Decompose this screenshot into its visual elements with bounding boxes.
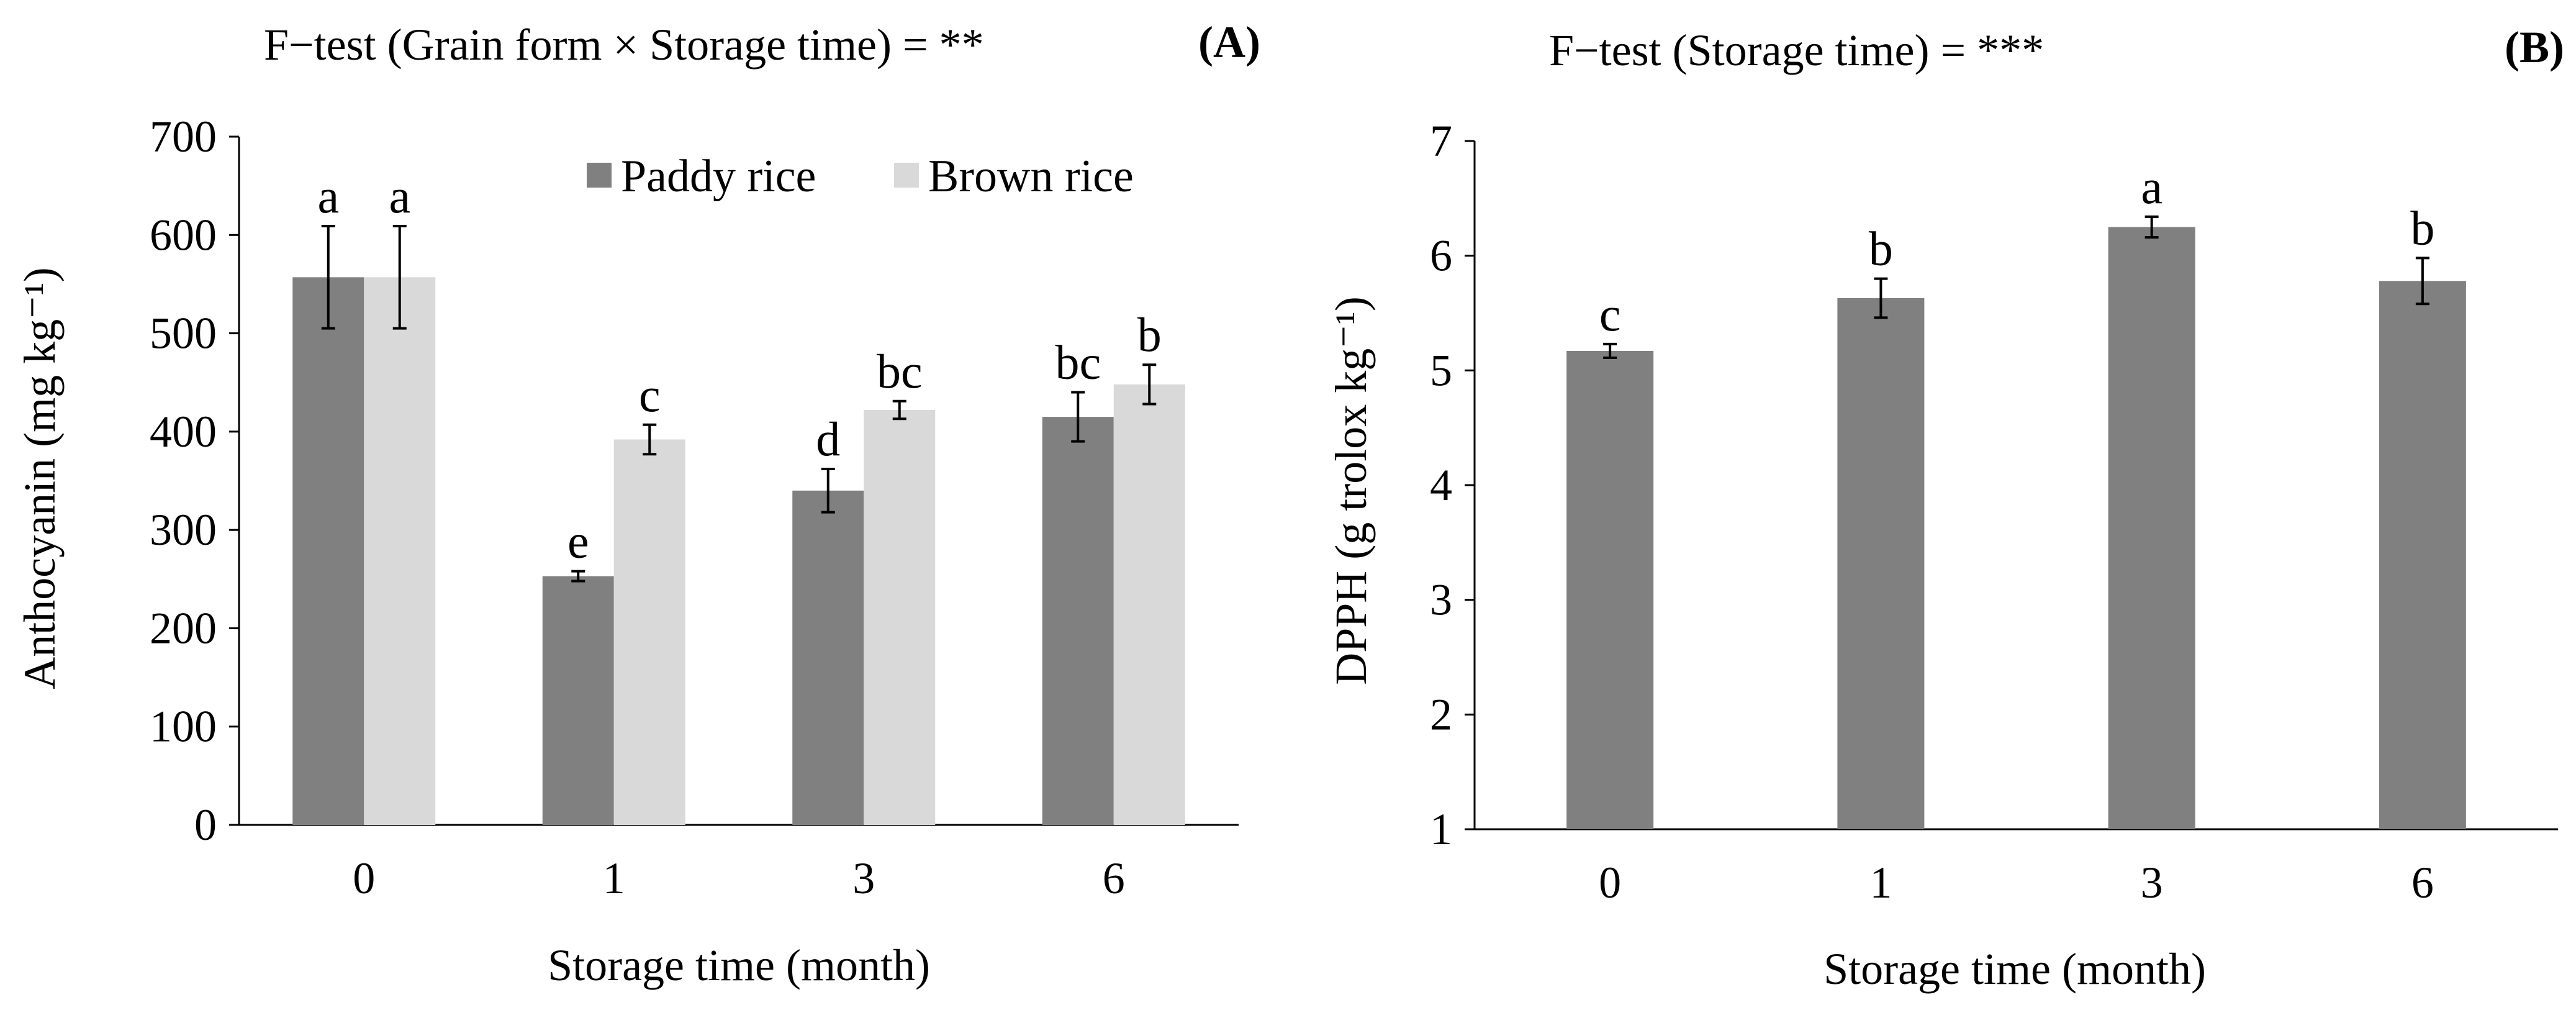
chart-b-y-tick-label: 4 <box>1430 460 1452 510</box>
chart-a-significance-letter: e <box>567 514 589 568</box>
chart-a-y-tick-label: 400 <box>150 407 217 457</box>
chart-b-bar <box>2379 281 2466 829</box>
chart-a-x-axis-label: Storage time (month) <box>548 940 930 990</box>
chart-a-x-tick-label: 0 <box>353 853 375 903</box>
chart-b-x-tick-label: 6 <box>2411 858 2434 908</box>
chart-b-x-tick-label: 3 <box>2141 858 2163 908</box>
chart-b-y-tick-label: 5 <box>1430 345 1452 395</box>
chart-a-bar <box>792 490 864 825</box>
chart-b-significance-letter: c <box>1599 287 1621 341</box>
chart-a-x-tick-label: 6 <box>1103 853 1125 903</box>
chart-b-bar <box>1566 350 1654 829</box>
chart-a-bar <box>1113 384 1185 825</box>
chart-b-y-axis-label: DPPH (g trolox kg⁻¹) <box>1326 296 1376 685</box>
chart-b-significance-letter: b <box>2410 201 2434 255</box>
chart-a-y-tick-label: 600 <box>150 210 217 260</box>
chart-b-title: F−test (Storage time) = *** <box>1549 25 2044 75</box>
chart-a-significance-letter: a <box>389 169 410 223</box>
chart-b-x-tick-label: 1 <box>1869 858 1892 908</box>
chart-b-significance-letter: b <box>1869 222 1893 276</box>
chart-a-bar <box>292 277 364 825</box>
chart-b-y-tick-label: 1 <box>1430 804 1452 854</box>
chart-a-significance-letter: a <box>317 169 339 223</box>
chart-a-legend-label: Paddy rice <box>621 151 816 202</box>
chart-a-y-tick-label: 0 <box>194 800 217 850</box>
chart-a-y-tick-label: 300 <box>150 505 217 555</box>
chart-b-x-tick-label: 0 <box>1599 858 1621 908</box>
chart-a-legend-swatch <box>894 163 919 188</box>
chart-a-panel-label: (A) <box>1198 17 1260 67</box>
chart-b-x-axis-label: Storage time (month) <box>1824 944 2206 994</box>
chart-a-y-tick-label: 200 <box>150 603 217 653</box>
chart-a-y-axis-label: Anthocyanin (mg kg⁻¹) <box>15 267 65 689</box>
chart-b-bar <box>1837 298 1925 829</box>
chart-a-x-tick-label: 1 <box>603 853 625 903</box>
chart-a-bar <box>613 439 685 825</box>
chart-a-bar <box>1042 417 1114 825</box>
chart-a-significance-letter: d <box>816 412 840 466</box>
chart-b-y-tick-label: 3 <box>1430 575 1452 625</box>
chart-b-panel-label: (B) <box>2505 22 2564 72</box>
chart-a-y-tick-label: 700 <box>150 112 217 162</box>
chart-a-legend-swatch <box>587 163 612 188</box>
chart-a-bar <box>864 410 936 825</box>
chart-b-y-tick-label: 2 <box>1430 689 1452 739</box>
chart-a-legend-label: Brown rice <box>928 151 1134 202</box>
chart-a-title: F−test (Grain form × Storage time) = ** <box>264 20 984 70</box>
chart-a-significance-letter: c <box>639 368 661 422</box>
chart-a-x-tick-label: 3 <box>852 853 875 903</box>
chart-b-y-tick-label: 6 <box>1430 231 1452 281</box>
chart-b-bar <box>2108 227 2195 829</box>
chart-a-significance-letter: b <box>1137 307 1162 362</box>
chart-a-significance-letter: bc <box>1055 335 1101 389</box>
chart-b-significance-letter: a <box>2141 160 2162 214</box>
chart-b-y-tick-label: 7 <box>1430 116 1452 166</box>
chart-a-bar <box>542 576 614 825</box>
chart-a-y-tick-label: 100 <box>150 702 217 752</box>
chart-a-y-tick-label: 500 <box>150 309 217 358</box>
chart-a-significance-letter: bc <box>877 344 923 398</box>
chart-a-bar <box>364 277 436 825</box>
chart-b: 1 2 3 4 5 6 7 0 c 1 b 3 a 6 b <box>1430 116 2558 908</box>
